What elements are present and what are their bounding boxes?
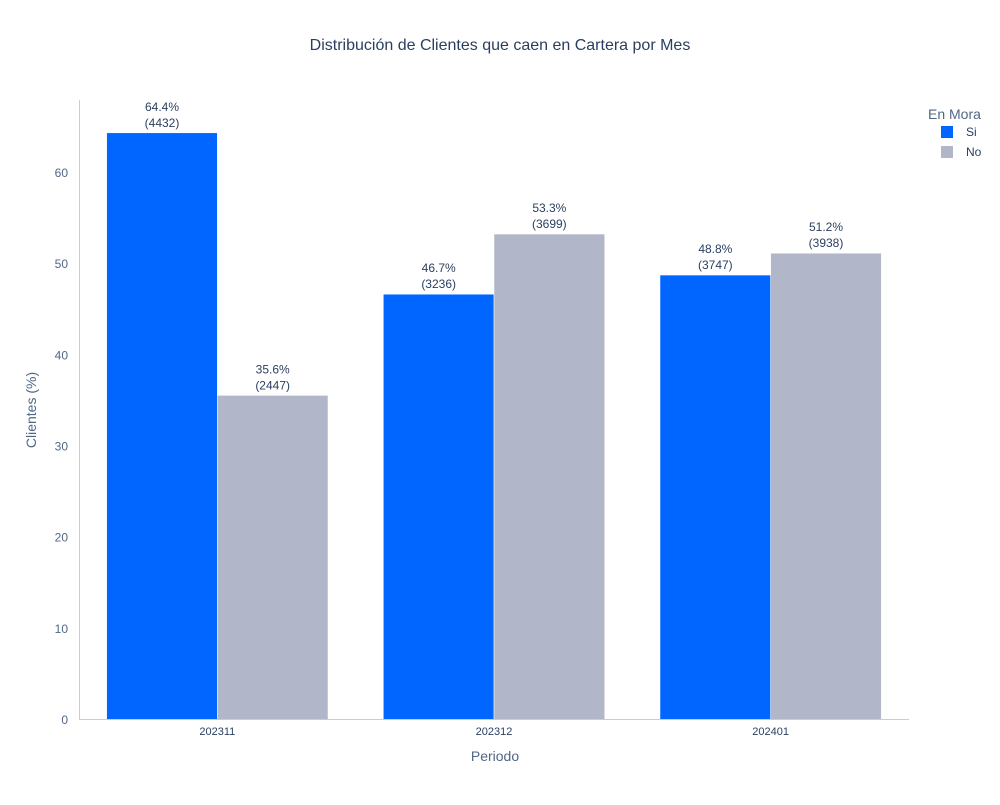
y-tick-label: 10 [55,622,69,636]
y-tick-label: 50 [55,257,69,271]
bar-count-label: (3747) [698,258,733,272]
bar [770,252,882,721]
y-tick-label: 60 [55,166,69,180]
bar-count-label: (3236) [421,277,456,291]
y-axis-title: Clientes (%) [23,372,39,448]
bar-count-label: (2447) [255,378,290,392]
bar [659,274,771,721]
legend-swatch [941,146,953,158]
y-tick-label: 30 [55,439,69,453]
legend-title: En Mora [928,106,981,122]
bar [106,132,218,721]
bar [217,395,329,721]
y-tick-label: 20 [55,531,69,545]
y-tick-label: 0 [61,713,68,727]
bar-value-label: 35.6% [256,362,290,376]
bar-value-label: 53.3% [532,201,566,215]
legend-label: Si [966,125,977,139]
bar-count-label: (3938) [809,236,844,250]
legend: En Mora Si No [928,106,982,159]
chart-title: Distribución de Clientes que caen en Car… [310,37,691,54]
bar-value-label: 51.2% [809,220,843,234]
y-tick-label: 40 [55,348,69,362]
bar-count-label: (4432) [145,116,180,130]
y-axis-ticks: 0 10 20 30 40 50 60 [55,166,69,727]
x-tick-label: 202312 [476,726,513,738]
bar [493,233,605,721]
bar [383,293,495,721]
legend-label: No [966,145,982,159]
x-axis-ticks: 202311 202312 202401 [199,726,789,738]
bar-value-label: 46.7% [422,261,456,275]
x-tick-label: 202311 [199,726,235,738]
bar-value-label: 64.4% [145,100,179,114]
legend-swatch [941,126,953,138]
bar-labels-group: 64.4% (4432) 46.7% (3236) 48.8% (3747) 35.6% (2… [145,100,844,393]
bar-value-label: 48.8% [698,242,732,256]
bar-count-label: (3699) [532,217,567,231]
x-tick-label: 202401 [752,726,789,738]
x-axis-title: Periodo [471,748,519,764]
bars-group [106,132,882,721]
